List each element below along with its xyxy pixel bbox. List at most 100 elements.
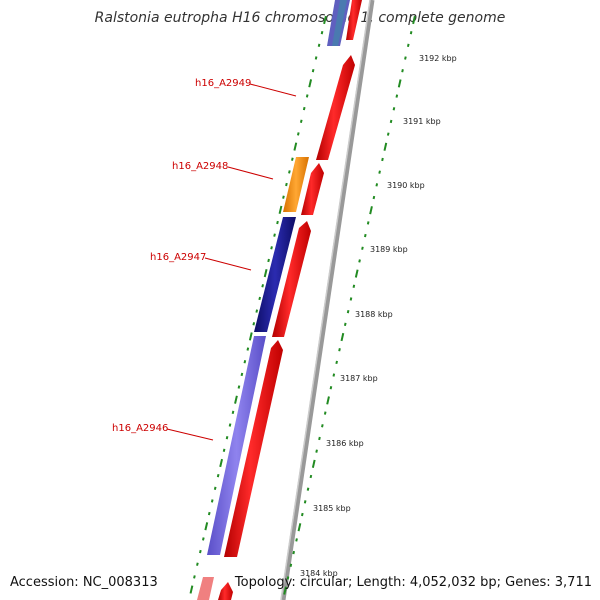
orange-feature (283, 157, 309, 212)
track-tick (401, 69, 404, 73)
kbp-label: 3187 kbp (340, 374, 378, 383)
track-tick (273, 233, 276, 237)
track-tick (389, 119, 393, 124)
track-tick (354, 269, 359, 278)
pink-feature (197, 577, 214, 600)
track-tick (386, 132, 390, 136)
track-tick (338, 348, 341, 352)
track-tick (335, 360, 338, 365)
track-tick (237, 385, 241, 389)
track-tick (283, 586, 287, 595)
kbp-label: 3186 kbp (326, 439, 364, 448)
track-tick (314, 56, 318, 60)
track-tick (349, 297, 353, 301)
track-tick (315, 449, 318, 453)
track-tick (311, 68, 315, 73)
genome-summary-text: Topology: circular; Length: 4,052,032 bp… (234, 575, 592, 590)
track-tick (383, 142, 388, 151)
track-tick (213, 486, 217, 490)
kbp-label: 3185 kbp (313, 504, 351, 513)
gene-h16-A2947-block (272, 221, 311, 337)
gene-h16-A2946-block (224, 340, 283, 557)
track-tick (210, 499, 214, 503)
track-tick (352, 284, 356, 288)
lavender-feature (207, 336, 266, 555)
track-tick (375, 183, 379, 187)
track-tick (321, 424, 324, 428)
track-tick (309, 474, 313, 479)
track-tick (276, 220, 279, 225)
track-tick (282, 195, 285, 199)
track-tick (404, 56, 407, 60)
gene-bottom-block (218, 582, 233, 600)
track-tick (346, 309, 350, 314)
track-tick (267, 258, 270, 263)
track-tick (225, 435, 229, 440)
track-tick (204, 522, 209, 531)
track-tick (392, 107, 396, 111)
kbp-label: 3191 kbp (403, 117, 441, 126)
track-tick (278, 205, 283, 214)
track-tick (326, 396, 330, 405)
track-tick (323, 411, 327, 415)
forward-tick-track (189, 15, 327, 594)
track-tick (372, 195, 376, 200)
track-tick (193, 575, 196, 579)
track-tick (320, 30, 324, 35)
track-tick (409, 30, 413, 35)
track-tick (366, 221, 370, 225)
track-tick (317, 43, 321, 48)
gene-top-block (346, 0, 362, 40)
track-tick (286, 576, 290, 580)
track-tick (285, 182, 288, 187)
kbp-label: 3192 kbp (419, 54, 457, 63)
track-tick (395, 94, 399, 98)
track-tick (318, 436, 321, 441)
track-tick (291, 157, 294, 161)
gene-label-leader (166, 428, 214, 441)
gene-label[interactable]: h16_A2949 (195, 78, 251, 89)
track-tick (293, 142, 298, 151)
track-tick (297, 523, 302, 532)
track-tick (240, 372, 244, 377)
track-tick (397, 79, 402, 88)
track-tick (258, 296, 262, 301)
track-tick (234, 395, 238, 404)
gene-label-leader (249, 83, 297, 97)
track-tick (381, 157, 384, 162)
track-tick (202, 537, 205, 541)
track-tick (332, 373, 336, 377)
gene-label[interactable]: h16_A2948 (172, 161, 228, 172)
map-title: Ralstonia eutropha H16 chromosome 1, com… (94, 10, 506, 26)
track-tick (364, 233, 367, 238)
track-tick (308, 79, 313, 88)
track-tick (343, 322, 347, 327)
kbp-label: 3184 kbp (300, 569, 338, 578)
track-tick (300, 512, 304, 517)
gene-label-leader (227, 166, 274, 180)
gene-label[interactable]: h16_A2946 (112, 423, 168, 434)
navy-feature (254, 217, 296, 332)
gene-h16-A2948-block (301, 163, 324, 215)
track-tick (406, 43, 410, 48)
track-tick (289, 563, 293, 567)
track-tick (305, 94, 309, 98)
kbp-label: 3189 kbp (370, 245, 408, 254)
kbp-label: 3190 kbp (387, 181, 425, 190)
track-tick (243, 360, 247, 364)
track-tick (306, 487, 310, 491)
accession-text: Accession: NC_008313 (10, 575, 158, 590)
track-tick (270, 246, 273, 250)
track-tick (303, 500, 307, 504)
track-tick (252, 322, 256, 326)
track-tick (248, 332, 253, 341)
track-tick (246, 347, 250, 351)
track-tick (369, 206, 373, 215)
track-tick (361, 246, 364, 250)
track-tick (207, 511, 211, 516)
reverse-features (197, 0, 350, 600)
gene-label[interactable]: h16_A2947 (150, 252, 206, 263)
track-tick (219, 458, 224, 468)
track-tick (261, 284, 264, 288)
gene-h16-A2949-block (316, 55, 355, 160)
